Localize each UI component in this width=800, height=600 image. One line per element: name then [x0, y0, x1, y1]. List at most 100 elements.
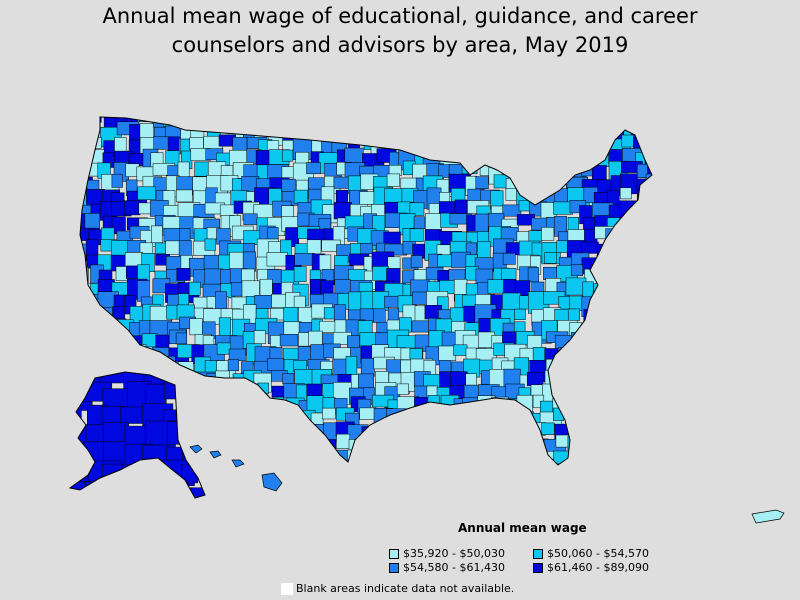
area-cell [567, 117, 589, 126]
area-cell [594, 226, 615, 240]
area-cell [593, 292, 607, 315]
area-cell [597, 343, 610, 366]
area-cell [596, 255, 610, 270]
hawaii-island-maui [231, 459, 245, 468]
hawaii-island-kauai [189, 444, 203, 454]
area-cell [555, 434, 576, 448]
area-cell [280, 117, 296, 130]
area-cell [544, 252, 557, 264]
area-cell [556, 374, 570, 392]
area-cell [114, 137, 127, 153]
area-cell [115, 359, 137, 373]
area-cell [324, 451, 341, 465]
area-cell [527, 165, 545, 184]
area-cell [386, 173, 400, 187]
area-cell [539, 117, 557, 123]
area-cell [579, 372, 599, 384]
area-cell [281, 178, 296, 192]
area-cell [294, 253, 315, 266]
area-cell [477, 446, 501, 461]
area-cell [464, 435, 481, 454]
area-cell [361, 426, 378, 449]
area-cell [514, 308, 526, 320]
area-cell [102, 463, 124, 498]
area-cell [423, 117, 435, 122]
area-cell [608, 346, 628, 365]
area-cell [645, 295, 652, 315]
area-cell [413, 216, 426, 229]
area-cell [228, 399, 244, 419]
area-cell [297, 466, 317, 483]
area-cell [310, 438, 328, 450]
area-cell [581, 400, 600, 418]
area-cell [215, 384, 232, 404]
area-cell [505, 439, 523, 459]
area-cell [409, 202, 425, 216]
area-cell [454, 123, 471, 143]
area-cell [579, 438, 593, 457]
area-cell [555, 150, 570, 171]
area-cell [452, 117, 468, 129]
area-cell [175, 332, 188, 345]
area-cell [543, 136, 565, 150]
area-cell [605, 386, 628, 401]
area-cell [181, 372, 198, 391]
area-cell [308, 330, 323, 347]
area-cell [269, 449, 291, 465]
area-cell [279, 334, 299, 347]
area-cell [618, 293, 637, 305]
area-cell [412, 291, 429, 305]
area-cell [493, 452, 509, 465]
area-cell [111, 173, 123, 188]
area-cell [190, 386, 204, 400]
area-cell [527, 267, 539, 283]
area-cell [293, 266, 307, 282]
area-cell [553, 201, 573, 215]
area-cell [648, 462, 652, 465]
area-cell [506, 147, 529, 161]
area-cell [80, 292, 94, 306]
area-cell [241, 410, 260, 430]
blank-swatch [281, 582, 293, 595]
area-cell [231, 117, 245, 131]
area-cell [449, 307, 465, 324]
area-cell [621, 410, 644, 430]
area-cell [401, 135, 423, 149]
area-cell [84, 481, 107, 498]
area-cell [362, 117, 380, 135]
area-cell [605, 228, 625, 250]
area-cell [503, 452, 523, 465]
area-cell [595, 463, 607, 465]
area-cell [371, 127, 391, 140]
area-cell [490, 122, 508, 143]
area-cell [451, 449, 472, 465]
area-cell [439, 425, 452, 446]
area-cell [88, 342, 103, 356]
area-cell [540, 122, 556, 142]
area-cell [282, 373, 295, 385]
area-cell [584, 117, 600, 121]
area-cell [385, 117, 406, 137]
area-cell [636, 266, 652, 278]
area-cell [207, 396, 229, 419]
area-cell [321, 460, 343, 465]
area-cell [359, 407, 377, 420]
map-title-line-1: Annual mean wage of educational, guidanc… [102, 4, 698, 28]
area-cell [608, 411, 629, 424]
area-cell [544, 153, 562, 173]
area-cell [607, 331, 630, 346]
area-cell [502, 461, 515, 465]
area-cell [229, 251, 244, 272]
area-cell [606, 307, 621, 322]
area-cell [109, 486, 130, 498]
area-cell [648, 216, 652, 236]
area-cell [569, 138, 583, 151]
area-cell [298, 426, 320, 442]
area-cell [167, 421, 192, 445]
area-cell [474, 462, 496, 465]
area-cell [610, 358, 633, 373]
area-cell [631, 231, 646, 249]
area-cell [280, 425, 294, 441]
area-cell [139, 123, 154, 139]
